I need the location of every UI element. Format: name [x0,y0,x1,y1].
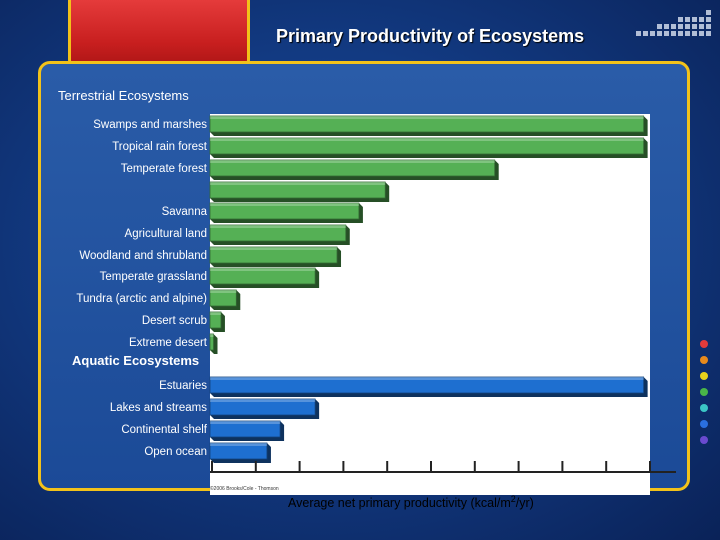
bar [209,289,237,307]
bar [209,420,281,438]
bar-highlight [210,399,316,402]
category-label: Temperate grassland [100,271,207,283]
bar [209,267,316,285]
group-title: Terrestrial Ecosystems [58,88,189,103]
color-dots-decoration [700,340,712,460]
bar [209,202,360,220]
bar-highlight [210,247,338,250]
bar [209,376,645,394]
category-label: Lakes and streams [110,402,207,414]
x-axis-label: Average net primary productivity (kcal/m… [288,494,534,510]
bar-highlight [210,377,644,380]
bar-highlight [210,268,316,271]
bar [209,181,386,199]
bar-highlight [210,290,237,293]
bar-highlight [210,138,644,141]
category-label: Woodland and shrubland [79,250,207,262]
bar [209,137,645,155]
dot-grid-decoration [636,10,714,46]
bar [209,246,338,264]
group-title: Aquatic Ecosystems [72,353,199,368]
category-label: Continental shelf [121,424,207,436]
page-title: Primary Productivity of Ecosystems [276,26,585,46]
category-label: Estuaries [159,380,207,392]
category-label: Agricultural land [125,228,207,240]
category-label: Tropical rain forest [112,141,208,153]
bar-highlight [210,203,359,206]
bar-highlight [210,443,267,446]
bar [209,333,214,351]
category-label: Desert scrub [142,315,207,327]
bar [209,398,316,416]
credit-text: ©2006 Brooks/Cole - Thomson [210,485,279,492]
bar-highlight [210,421,281,424]
category-label: Temperate forest [121,163,208,175]
category-label: Open ocean [144,446,207,458]
bar-highlight [210,116,644,119]
bar-highlight [210,334,214,337]
bar-highlight [210,160,495,163]
bar-highlight [210,312,221,315]
bar [209,159,496,177]
category-label: Savanna [162,206,208,218]
bar [209,115,645,133]
bar [209,442,268,460]
bar [209,311,222,329]
bar [209,224,347,242]
bar-highlight [210,225,346,228]
bar-highlight [210,182,386,185]
category-label: Extreme desert [129,337,208,349]
category-label: Tundra (arctic and alpine) [76,293,207,305]
category-label: Swamps and marshes [93,119,207,131]
